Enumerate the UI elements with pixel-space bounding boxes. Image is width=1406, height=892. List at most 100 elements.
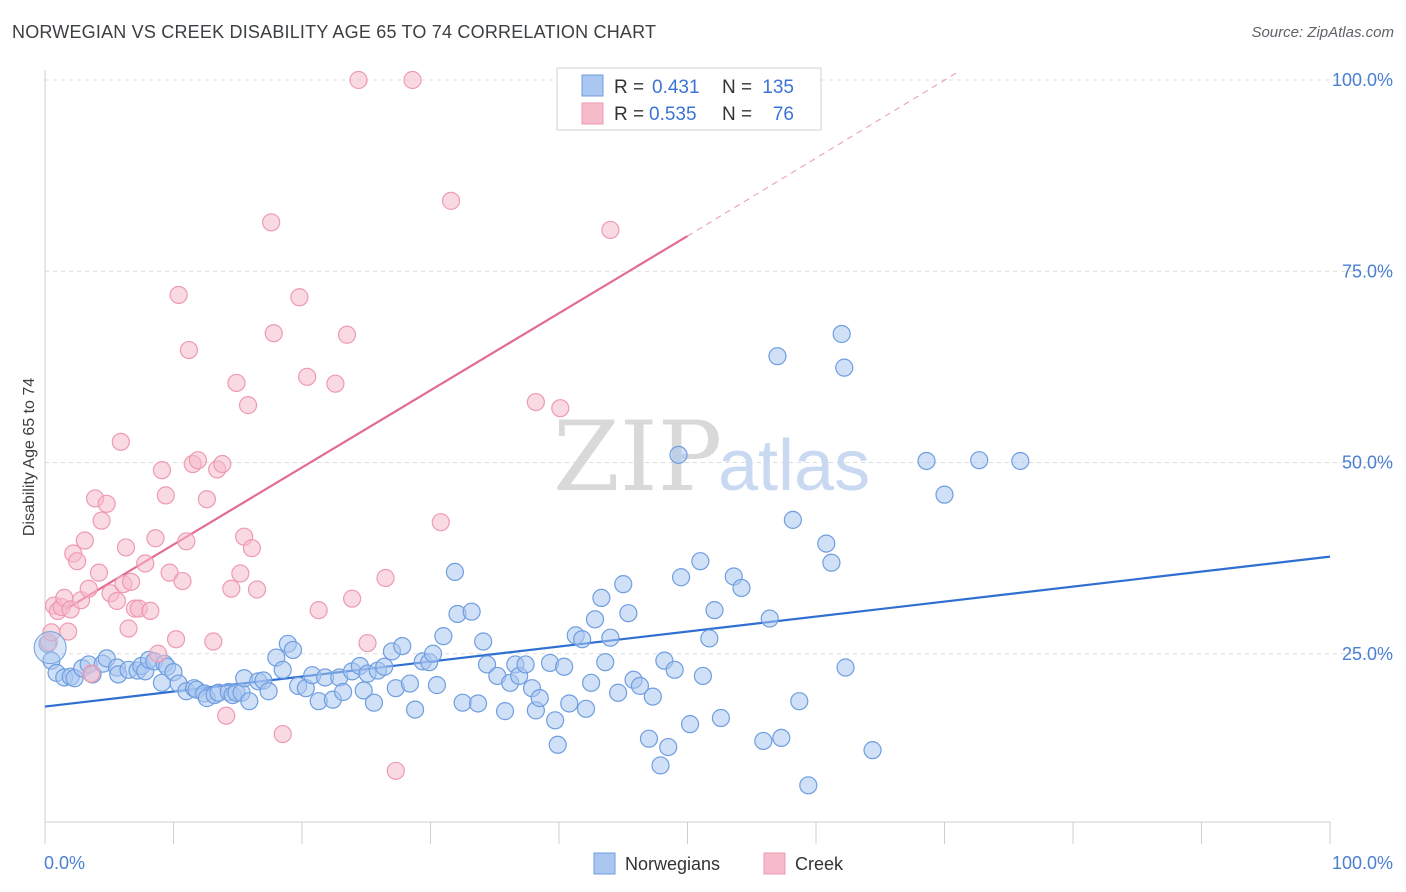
point-creek (217, 706, 236, 725)
y-tick-label: 75.0% (1342, 261, 1393, 281)
watermark-atlas: atlas (718, 426, 870, 506)
point-creek (231, 564, 250, 583)
point-norwegians (783, 510, 802, 529)
legend-n-value-1: 135 (762, 77, 794, 98)
point-creek (92, 511, 111, 530)
point-creek (107, 591, 127, 611)
point-norwegians (705, 601, 724, 620)
point-norwegians (516, 655, 535, 674)
point-creek (116, 538, 136, 557)
point-norwegians (354, 681, 373, 700)
point-norwegians (832, 324, 851, 344)
legend-r-value-2: 0.535 (649, 104, 697, 125)
point-norwegians (836, 658, 855, 677)
point-norwegians (669, 445, 688, 464)
point-creek (227, 373, 246, 393)
point-norwegians (772, 728, 791, 748)
point-norwegians (863, 741, 882, 760)
point-creek (551, 399, 570, 418)
point-creek (119, 619, 138, 638)
legend-r-label-1: R = (614, 77, 644, 98)
point-creek (376, 568, 395, 588)
point-norwegians (423, 644, 443, 663)
point-norwegians (273, 660, 292, 679)
point-norwegians (434, 627, 453, 646)
point-norwegians (555, 657, 574, 676)
point-norwegians (592, 588, 611, 608)
legend-swatch-norwegians (581, 74, 604, 97)
bottom-legend-swatch-creek (763, 852, 786, 875)
chart-title: NORWEGIAN VS CREEK DISABILITY AGE 65 TO … (12, 22, 657, 42)
point-creek (160, 563, 179, 582)
point-norwegians (659, 737, 678, 757)
point-creek (309, 601, 328, 620)
point-norwegians (601, 628, 620, 647)
point-norwegians (651, 756, 670, 775)
point-creek (188, 451, 208, 470)
point-norwegians (1011, 451, 1030, 471)
legend-r-value-1: 0.431 (652, 77, 700, 98)
point-norwegians (596, 653, 615, 672)
point-creek (173, 571, 192, 591)
point-norwegians (768, 347, 787, 366)
point-norwegians (546, 711, 565, 730)
point-creek (441, 191, 461, 210)
point-norwegians (364, 693, 384, 712)
point-creek (431, 513, 450, 532)
point-creek (166, 630, 186, 649)
point-norwegians (671, 568, 691, 587)
point-norwegians (693, 666, 713, 686)
point-creek (152, 461, 172, 480)
point-norwegians (760, 609, 779, 628)
point-creek (97, 494, 116, 513)
point-norwegians (619, 604, 638, 623)
point-norwegians (495, 702, 515, 721)
y-axis-title: Disability Age 65 to 74 (21, 378, 38, 536)
bottom-legend-label-norwegians: Norwegians (625, 854, 720, 874)
point-creek (59, 622, 78, 641)
bottom-legend: Norwegians Creek (593, 852, 844, 875)
point-norwegians (609, 683, 628, 702)
point-creek (326, 374, 345, 393)
point-creek (197, 490, 217, 509)
point-norwegians (835, 358, 854, 377)
point-norwegians (474, 632, 493, 651)
y-tick-labels: 25.0% 50.0% 75.0% 100.0% (1332, 70, 1393, 664)
point-creek (238, 396, 258, 415)
point-norwegians (283, 640, 303, 660)
point-norwegians (822, 553, 841, 572)
point-norwegians (427, 676, 447, 695)
point-norwegians (585, 610, 605, 629)
point-norwegians (917, 451, 936, 471)
point-norwegians (240, 692, 259, 711)
point-creek (177, 532, 196, 551)
point-norwegians (393, 636, 412, 656)
point-norwegians (453, 693, 472, 712)
point-norwegians (614, 575, 633, 594)
point-norwegians (573, 630, 592, 649)
watermark-zip: ZIP (553, 401, 722, 513)
x-tick-label-max: 100.0% (1332, 853, 1393, 873)
legend-swatch-creek (581, 102, 604, 125)
point-creek (148, 644, 168, 663)
point-norwegians (530, 689, 549, 708)
legend-r-label-2: R = (614, 104, 644, 125)
point-norwegians (691, 552, 710, 571)
point-creek (264, 324, 283, 343)
trendline-creek (64, 235, 689, 611)
point-creek (349, 70, 368, 90)
point-creek (111, 432, 130, 451)
point-creek (337, 325, 357, 344)
point-creek (89, 563, 109, 582)
x-tick-labels: 0.0% 100.0% (44, 853, 1393, 873)
point-norwegians (400, 674, 420, 693)
bottom-legend-swatch-norwegians (593, 852, 616, 875)
point-creek (75, 531, 94, 550)
point-creek (358, 633, 377, 653)
point-creek (213, 454, 232, 474)
point-norwegians (665, 660, 684, 679)
point-norwegians (639, 729, 659, 748)
point-norwegians (799, 776, 818, 795)
point-creek (79, 579, 98, 598)
